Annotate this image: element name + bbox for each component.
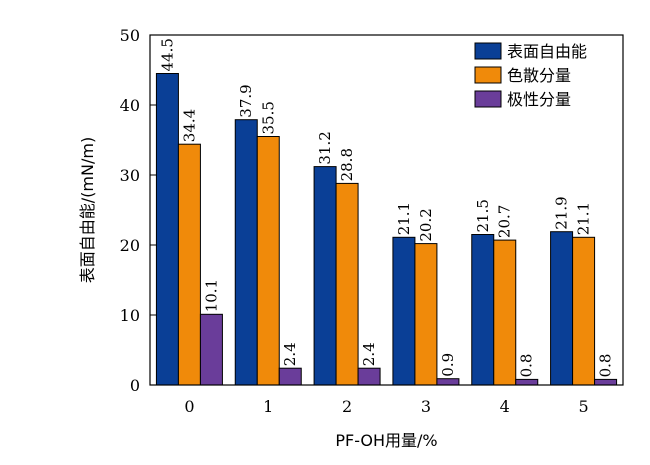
data-label: 0.8	[597, 354, 615, 378]
data-label: 0.9	[439, 353, 457, 377]
x-axis-label: PF-OH用量/%	[335, 431, 437, 450]
legend-swatch	[474, 90, 502, 108]
x-tick-label: 4	[500, 397, 510, 416]
y-tick-label: 20	[120, 236, 140, 255]
bar-series-2-cat-5	[594, 378, 618, 386]
data-label: 20.2	[417, 208, 435, 241]
y-tick-label: 0	[130, 376, 140, 395]
y-tick-label: 30	[120, 166, 140, 185]
bar-series-0-cat-1	[234, 119, 258, 386]
x-tick-label: 1	[263, 397, 273, 416]
bar-series-1-cat-2	[335, 182, 359, 386]
data-label: 34.4	[180, 109, 198, 142]
data-label: 10.1	[202, 279, 220, 312]
bar-series-2-cat-2	[357, 367, 381, 386]
bar-series-2-cat-4	[515, 378, 539, 386]
value-labels-group: 44.534.410.137.935.52.431.228.82.421.1 20…	[158, 38, 614, 377]
y-tick-label: 50	[120, 26, 140, 45]
data-label: 28.8	[338, 148, 356, 181]
bar-series-0-cat-0	[155, 73, 179, 386]
bar-series-0-cat-5	[550, 231, 574, 386]
x-tick-label: 0	[184, 397, 194, 416]
legend-swatch	[474, 42, 502, 60]
y-axis-ticks: 0 10 20 30 40 50	[120, 26, 156, 395]
data-label: 2.4	[360, 342, 378, 366]
bar-series-2-cat-3	[436, 378, 460, 386]
data-label: 20.7	[496, 205, 514, 238]
y-tick-label: 10	[120, 306, 140, 325]
bar-series-1-cat-0	[177, 143, 201, 386]
data-label: 44.5	[158, 38, 176, 71]
bar-series-0-cat-4	[471, 234, 495, 386]
bars-group	[155, 73, 618, 386]
data-label: 21.1	[395, 202, 413, 235]
bar-series-1-cat-4	[493, 239, 517, 386]
data-label: 0.8	[518, 354, 536, 378]
legend-swatch	[474, 66, 502, 84]
data-label: 2.4	[281, 342, 299, 366]
bar-series-1-cat-1	[256, 136, 280, 386]
y-axis-label: 表面自由能/(mN/m)	[78, 137, 97, 283]
bar-series-1-cat-5	[572, 236, 596, 386]
bar-series-2-cat-1	[278, 367, 302, 386]
data-label: 21.9	[553, 196, 571, 229]
plot-frame	[149, 34, 624, 386]
data-label: 31.2	[316, 131, 334, 164]
legend-label: 极性分量	[507, 90, 571, 109]
legend-label: 表面自由能	[507, 42, 587, 61]
x-axis-ticks: 0 1 2 3 4 5	[184, 397, 588, 416]
x-tick-label: 3	[421, 397, 431, 416]
data-label: 37.9	[237, 84, 255, 117]
bar-series-2-cat-0	[199, 313, 223, 386]
bar-series-0-cat-3	[392, 236, 416, 386]
bar-series-1-cat-3	[414, 243, 438, 386]
data-label: 35.5	[259, 101, 277, 134]
x-tick-label: 5	[578, 397, 588, 416]
bar-series-0-cat-2	[313, 166, 337, 386]
y-tick-label: 40	[120, 96, 140, 115]
data-label: 21.1	[575, 202, 593, 235]
data-label: 21.5	[474, 199, 492, 232]
legend-label: 色散分量	[507, 66, 571, 85]
x-tick-label: 2	[342, 397, 352, 416]
